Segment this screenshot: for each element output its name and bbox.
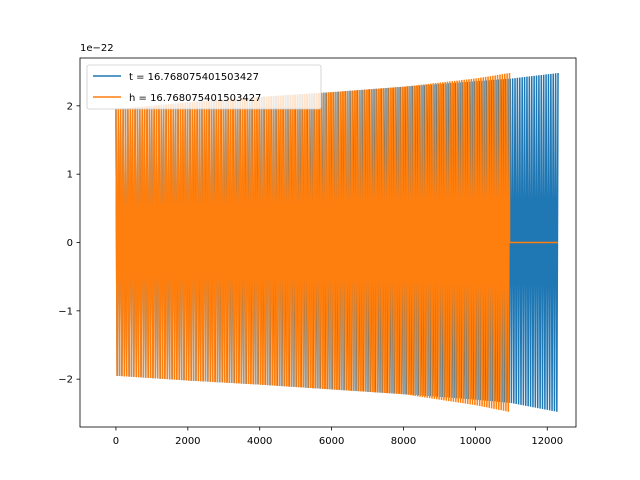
legend-label-h: h = 16.768075401503427 — [129, 93, 261, 104]
y-tick-label: 2 — [67, 101, 73, 112]
y-axis: −2 −1 0 1 2 — [58, 101, 80, 386]
legend: t = 16.768075401503427 h = 16.7680754015… — [86, 64, 322, 110]
y-tick-label: −1 — [58, 306, 73, 317]
y-tick-label: 0 — [67, 238, 73, 249]
y-tick-label: −2 — [58, 375, 73, 386]
x-tick-label: 0 — [113, 436, 119, 447]
x-tick-label: 2000 — [175, 436, 200, 447]
series-layer — [115, 73, 559, 412]
x-tick-label: 8000 — [391, 436, 416, 447]
legend-label-t: t = 16.768075401503427 — [129, 72, 259, 83]
y-offset-label: 1e−22 — [80, 43, 114, 54]
x-axis: 0 2000 4000 6000 8000 10000 12000 — [113, 427, 563, 447]
x-tick-label: 12000 — [531, 436, 563, 447]
y-tick-label: 1 — [67, 170, 73, 181]
x-tick-label: 6000 — [319, 436, 344, 447]
x-tick-label: 4000 — [247, 436, 272, 447]
x-tick-label: 10000 — [459, 436, 491, 447]
legend-box — [86, 64, 322, 110]
